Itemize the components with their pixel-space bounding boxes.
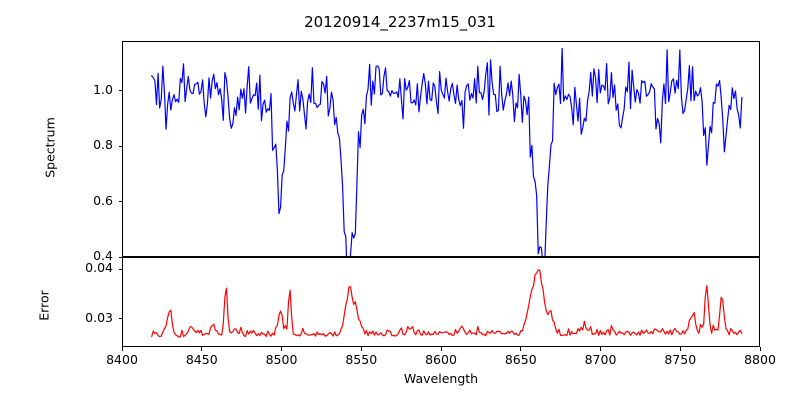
spectrum-trace bbox=[151, 47, 743, 256]
x-tick-mark-1 bbox=[201, 347, 203, 351]
y-tick-mark-spectrum-2 bbox=[118, 145, 122, 147]
x-tick-mark-6 bbox=[600, 347, 602, 351]
y-tick-mark-error-1 bbox=[118, 268, 122, 270]
y-tick-label-spectrum-1: 0.6 bbox=[93, 192, 113, 208]
x-tick-label-1: 8450 bbox=[185, 352, 218, 367]
x-tick-mark-2 bbox=[281, 347, 283, 351]
x-tick-mark-8 bbox=[759, 347, 761, 351]
y-tick-label-spectrum-2: 0.8 bbox=[93, 137, 113, 153]
y-tick-mark-spectrum-3 bbox=[118, 90, 122, 92]
x-axis-label: Wavelength bbox=[403, 371, 479, 386]
x-tick-label-3: 8550 bbox=[345, 352, 378, 367]
x-tick-label-8: 8800 bbox=[744, 352, 776, 367]
y-tick-label-error-1: 0.04 bbox=[85, 260, 113, 276]
y-tick-label-spectrum-0: 0.4 bbox=[93, 248, 113, 263]
error-trace bbox=[151, 269, 743, 338]
y-axis-label-error: Error bbox=[36, 290, 52, 321]
x-tick-label-6: 8700 bbox=[584, 352, 617, 367]
page-title: 20120914_2237m15_031 bbox=[304, 13, 496, 31]
x-tick-label-2: 8500 bbox=[265, 352, 298, 367]
x-tick-label-7: 8750 bbox=[664, 352, 697, 367]
y-tick-label-spectrum-3: 1.0 bbox=[93, 81, 113, 97]
x-tick-mark-7 bbox=[679, 347, 681, 351]
x-tick-label-0: 8400 bbox=[106, 352, 138, 367]
y-tick-label-error-0: 0.03 bbox=[85, 309, 113, 325]
x-tick-label-4: 8600 bbox=[425, 352, 457, 367]
y-tick-mark-spectrum-0 bbox=[118, 256, 122, 258]
x-tick-mark-0 bbox=[121, 347, 123, 351]
y-tick-mark-spectrum-1 bbox=[118, 201, 122, 203]
x-tick-mark-5 bbox=[520, 347, 522, 351]
x-tick-mark-3 bbox=[360, 347, 362, 351]
y-tick-mark-error-0 bbox=[118, 318, 122, 320]
x-tick-mark-4 bbox=[440, 347, 442, 351]
spectrum-panel bbox=[122, 41, 760, 257]
error-panel bbox=[122, 257, 760, 347]
x-tick-label-5: 8650 bbox=[504, 352, 537, 367]
